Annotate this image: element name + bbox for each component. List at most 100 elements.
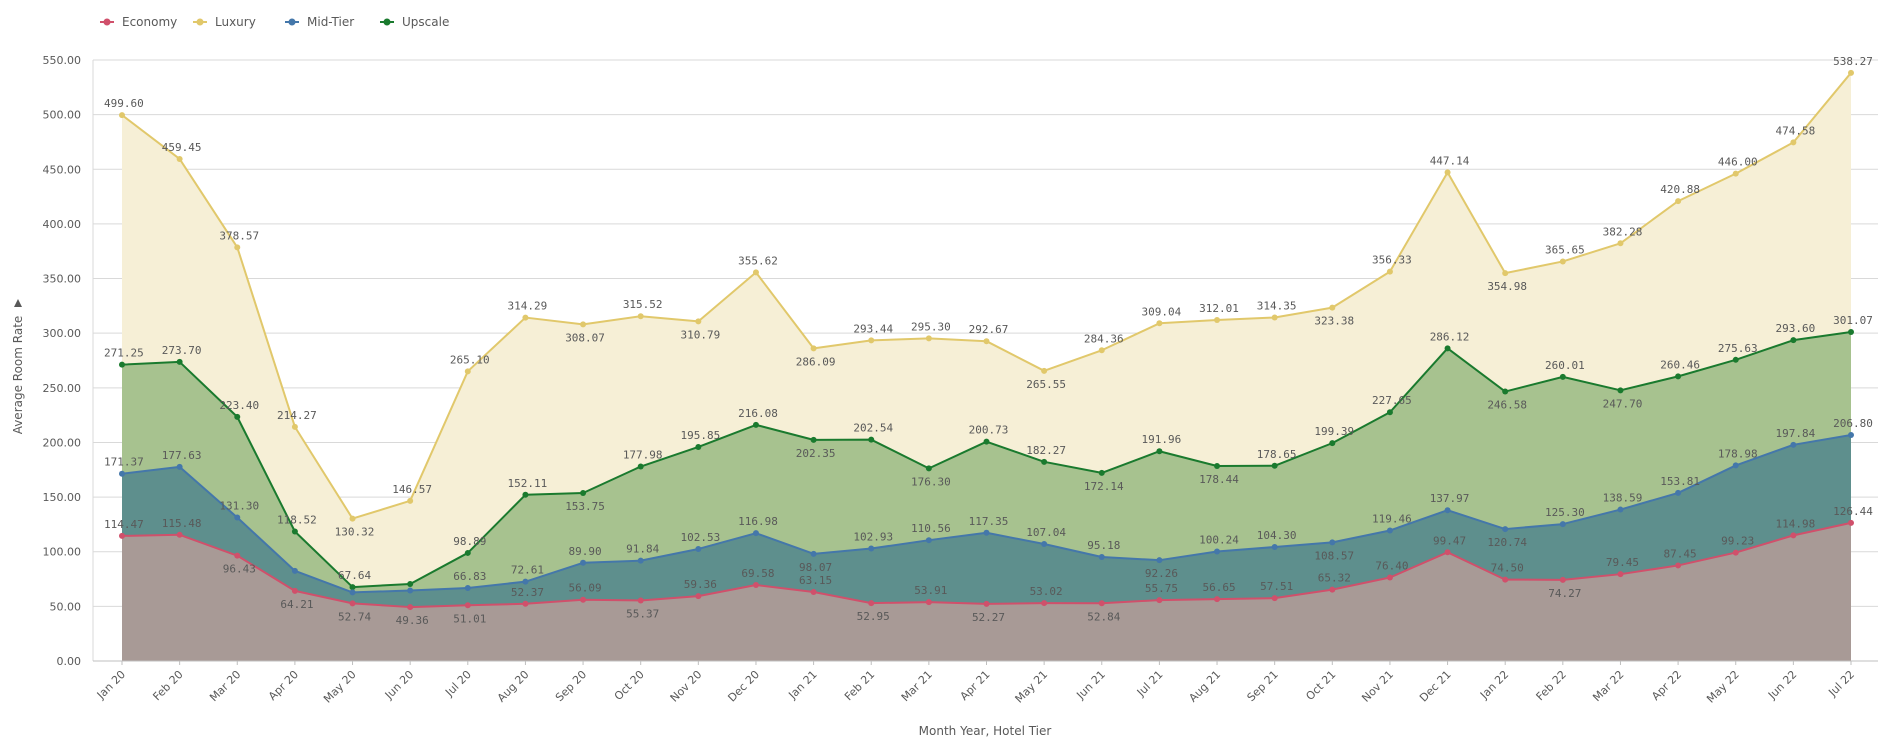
point-economy[interactable] (1617, 571, 1624, 578)
point-upscale[interactable] (1559, 373, 1566, 380)
legend[interactable]: Economy Luxury Mid-Tier Upscale (100, 15, 449, 29)
point-upscale[interactable] (1271, 462, 1278, 469)
point-luxury[interactable] (407, 497, 414, 504)
point-economy[interactable] (234, 552, 241, 559)
point-mid-tier[interactable] (1329, 539, 1336, 546)
point-mid-tier[interactable] (810, 550, 817, 557)
point-economy[interactable] (1214, 596, 1221, 603)
point-mid-tier[interactable] (580, 559, 587, 566)
point-luxury[interactable] (1502, 270, 1509, 277)
point-upscale[interactable] (1386, 409, 1393, 416)
point-mid-tier[interactable] (1502, 526, 1509, 533)
point-upscale[interactable] (925, 465, 932, 472)
point-luxury[interactable] (349, 515, 356, 522)
point-mid-tier[interactable] (1790, 441, 1797, 448)
dropdown-triangle-icon[interactable] (14, 299, 22, 307)
point-economy[interactable] (1502, 576, 1509, 583)
point-mid-tier[interactable] (983, 529, 990, 536)
point-mid-tier[interactable] (349, 589, 356, 596)
point-mid-tier[interactable] (291, 567, 298, 574)
point-upscale[interactable] (752, 421, 759, 428)
point-mid-tier[interactable] (1214, 548, 1221, 555)
point-luxury[interactable] (695, 318, 702, 325)
point-economy[interactable] (810, 588, 817, 595)
point-luxury[interactable] (580, 321, 587, 328)
point-luxury[interactable] (1329, 304, 1336, 311)
point-economy[interactable] (983, 600, 990, 607)
point-mid-tier[interactable] (234, 514, 241, 521)
point-economy[interactable] (119, 532, 125, 539)
point-upscale[interactable] (1790, 337, 1797, 344)
point-luxury[interactable] (1617, 240, 1624, 247)
point-upscale[interactable] (176, 358, 183, 365)
point-economy[interactable] (1848, 519, 1854, 526)
point-mid-tier[interactable] (868, 545, 875, 552)
point-economy[interactable] (580, 596, 587, 603)
point-mid-tier[interactable] (1675, 489, 1682, 496)
point-luxury[interactable] (119, 112, 125, 119)
legend-item-economy[interactable]: Economy (100, 15, 177, 29)
point-mid-tier[interactable] (1559, 521, 1566, 528)
point-mid-tier[interactable] (1444, 507, 1451, 514)
point-upscale[interactable] (1502, 388, 1509, 395)
point-luxury[interactable] (234, 244, 241, 251)
point-economy[interactable] (1156, 597, 1163, 604)
point-luxury[interactable] (810, 345, 817, 352)
point-economy[interactable] (1559, 576, 1566, 583)
point-economy[interactable] (752, 581, 759, 588)
point-upscale[interactable] (522, 491, 529, 498)
point-economy[interactable] (291, 587, 298, 594)
point-luxury[interactable] (464, 368, 471, 375)
point-mid-tier[interactable] (1617, 506, 1624, 513)
legend-item-upscale[interactable]: Upscale (380, 15, 449, 29)
point-mid-tier[interactable] (119, 470, 125, 477)
point-mid-tier[interactable] (522, 578, 529, 585)
legend-item-luxury[interactable]: Luxury (193, 15, 256, 29)
point-mid-tier[interactable] (925, 537, 932, 544)
point-economy[interactable] (1790, 532, 1797, 539)
point-economy[interactable] (1675, 562, 1682, 569)
point-luxury[interactable] (1790, 139, 1797, 146)
point-upscale[interactable] (1444, 345, 1451, 352)
point-upscale[interactable] (1617, 387, 1624, 394)
point-mid-tier[interactable] (464, 584, 471, 591)
point-luxury[interactable] (1271, 314, 1278, 321)
point-upscale[interactable] (1732, 356, 1739, 363)
point-luxury[interactable] (1675, 198, 1682, 205)
point-luxury[interactable] (752, 269, 759, 276)
point-luxury[interactable] (1444, 169, 1451, 176)
point-upscale[interactable] (637, 463, 644, 470)
y-axis-title-group[interactable]: Average Room Rate (11, 299, 25, 434)
point-luxury[interactable] (1041, 367, 1048, 374)
point-upscale[interactable] (234, 413, 241, 420)
point-economy[interactable] (1098, 600, 1105, 607)
point-mid-tier[interactable] (637, 557, 644, 564)
point-upscale[interactable] (1848, 329, 1854, 336)
point-mid-tier[interactable] (1271, 544, 1278, 551)
point-mid-tier[interactable] (176, 463, 183, 470)
point-economy[interactable] (407, 604, 414, 611)
point-mid-tier[interactable] (752, 530, 759, 537)
point-luxury[interactable] (522, 314, 529, 321)
point-economy[interactable] (637, 597, 644, 604)
point-upscale[interactable] (119, 361, 125, 368)
point-economy[interactable] (349, 600, 356, 607)
point-upscale[interactable] (810, 436, 817, 443)
point-economy[interactable] (464, 602, 471, 609)
point-upscale[interactable] (695, 443, 702, 450)
legend-item-mid-tier[interactable]: Mid-Tier (285, 15, 354, 29)
point-economy[interactable] (176, 531, 183, 538)
point-luxury[interactable] (1386, 268, 1393, 275)
point-luxury[interactable] (1098, 347, 1105, 354)
point-economy[interactable] (1329, 586, 1336, 593)
point-mid-tier[interactable] (1156, 557, 1163, 564)
data-points[interactable] (119, 69, 1854, 611)
point-mid-tier[interactable] (695, 545, 702, 552)
point-luxury[interactable] (1848, 69, 1854, 76)
point-upscale[interactable] (1098, 469, 1105, 476)
point-mid-tier[interactable] (1041, 541, 1048, 548)
point-upscale[interactable] (868, 436, 875, 443)
point-upscale[interactable] (291, 528, 298, 535)
point-luxury[interactable] (291, 423, 298, 430)
point-economy[interactable] (925, 599, 932, 606)
